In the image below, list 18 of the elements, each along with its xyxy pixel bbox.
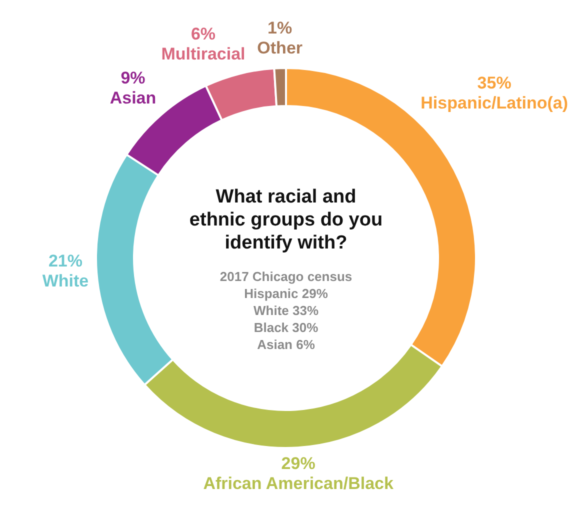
text: White 33% xyxy=(253,303,319,318)
data-label: 29% xyxy=(281,454,316,473)
data-label: 9% xyxy=(120,68,146,88)
slice-label: African American/Black xyxy=(203,474,394,493)
slice-label: Asian xyxy=(110,88,156,108)
text: Hispanic 29% xyxy=(244,286,328,302)
text: Black 30% xyxy=(254,320,319,336)
text: What racial and ethnic groups do you identify with? xyxy=(189,186,383,254)
data-label: 21% xyxy=(48,252,82,271)
text: Asian 6% xyxy=(257,337,316,352)
data-label: 1% xyxy=(268,18,292,38)
slice-label: Hispanic/Latino(a) xyxy=(420,93,568,112)
data-label: 35% xyxy=(477,73,512,92)
slice-label: Multiracial xyxy=(161,44,246,64)
text: 2017 Chicago census xyxy=(220,269,352,284)
data-label: 6% xyxy=(190,24,216,44)
slice-label: Other xyxy=(257,38,303,58)
slice-label: White xyxy=(42,272,89,291)
